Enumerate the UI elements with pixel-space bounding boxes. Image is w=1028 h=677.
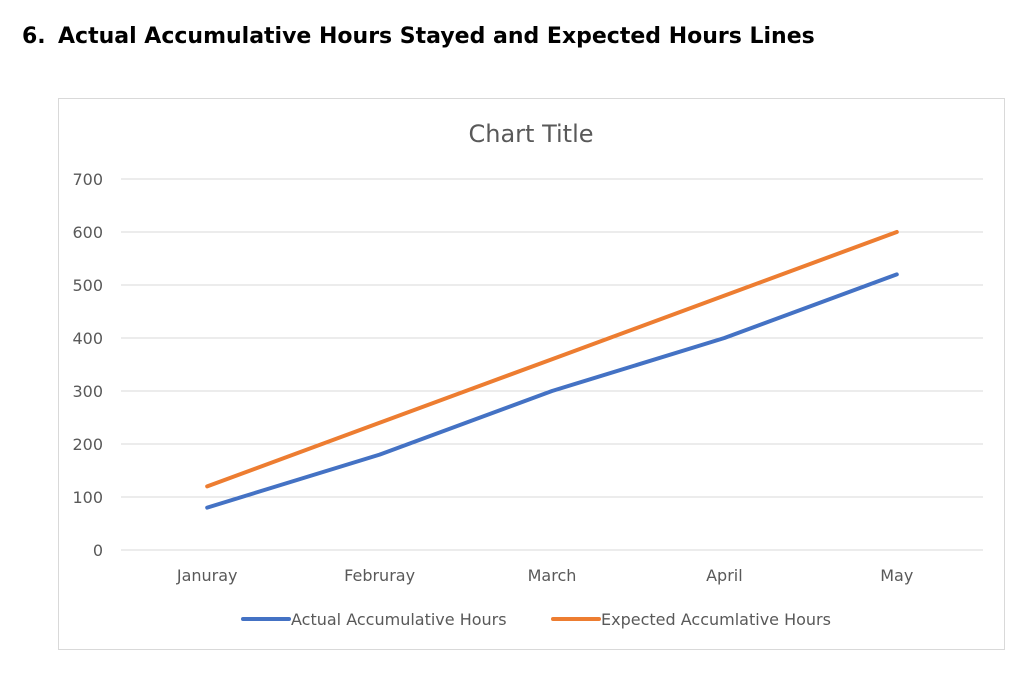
y-tick-label: 0 [93, 541, 103, 560]
y-tick-label: 700 [72, 170, 103, 189]
line-chart: Chart Title 0 100 200 300 400 500 600 700 Janur… [72, 120, 983, 629]
y-tick-label: 600 [72, 223, 103, 242]
legend: Actual Accumulative Hours Expected Accuml… [241, 610, 831, 629]
x-tick-label: Januray [176, 566, 238, 585]
y-tick-label: 300 [72, 382, 103, 401]
legend-label: Actual Accumulative Hours [291, 610, 507, 629]
chart-frame: Chart Title 0 100 200 300 400 500 600 700 Janur… [58, 98, 1005, 650]
section-number: 6. [22, 24, 46, 49]
x-tick-label: May [880, 566, 913, 585]
x-axis-tick-labels: Januray Februray March April May [176, 566, 913, 585]
x-tick-label: March [528, 566, 577, 585]
y-tick-label: 100 [72, 488, 103, 507]
y-tick-label: 400 [72, 329, 103, 348]
gridlines [121, 178, 983, 551]
chart-title: Chart Title [468, 120, 593, 148]
legend-label: Expected Accumlative Hours [601, 610, 831, 629]
series-lines [205, 230, 899, 510]
y-tick-label: 200 [72, 435, 103, 454]
section-title: Actual Accumulative Hours Stayed and Exp… [58, 24, 815, 49]
x-tick-label: Februray [344, 566, 415, 585]
y-tick-label: 500 [72, 276, 103, 295]
section-heading: 6. Actual Accumulative Hours Stayed and E… [22, 24, 815, 49]
x-tick-label: April [706, 566, 743, 585]
y-axis-tick-labels: 0 100 200 300 400 500 600 700 [72, 170, 103, 560]
